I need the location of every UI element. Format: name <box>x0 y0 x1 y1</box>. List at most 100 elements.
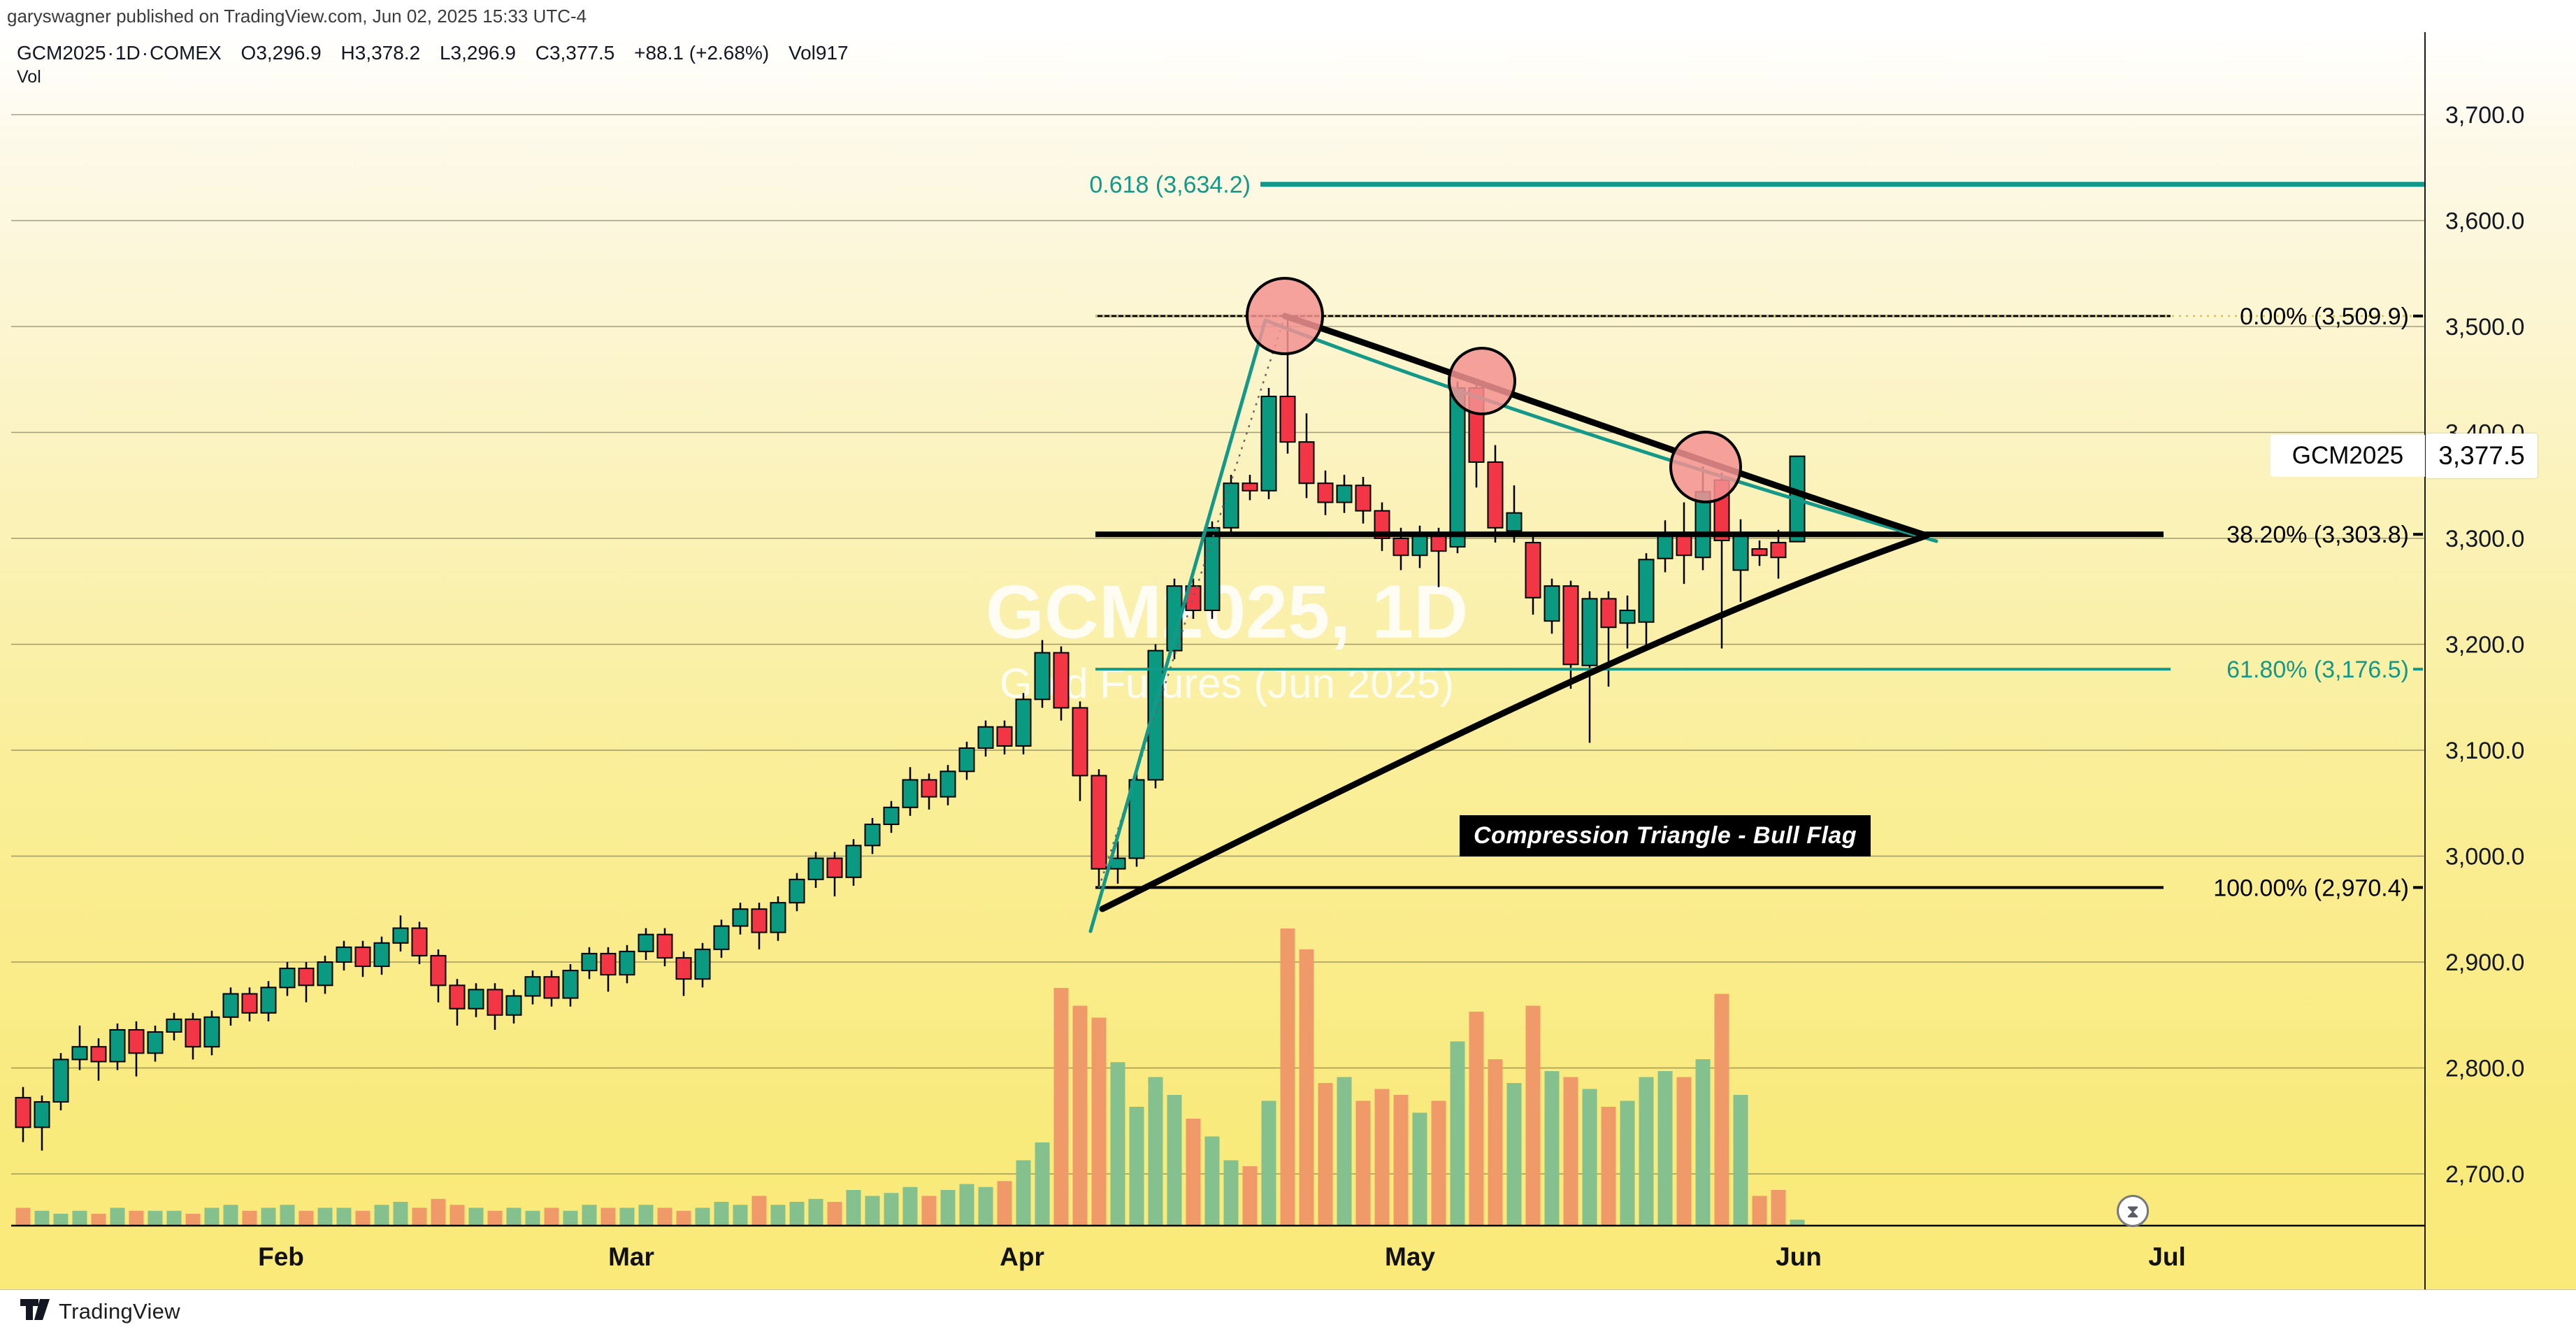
price-axis-label-2,800.0[interactable]: 2,800.0 <box>2445 1056 2524 1082</box>
candle-body[interactable] <box>411 927 428 956</box>
time-axis-label-Apr[interactable]: Apr <box>1000 1242 1044 1271</box>
candle-body[interactable] <box>902 779 919 808</box>
time-axis-label-May[interactable]: May <box>1385 1242 1435 1271</box>
price-axis-label-3,200.0[interactable]: 3,200.0 <box>2445 632 2524 659</box>
candle-body[interactable] <box>619 950 635 976</box>
candle-body[interactable] <box>638 933 654 952</box>
candle-body[interactable] <box>1638 559 1655 623</box>
candle-body[interactable] <box>260 987 277 1014</box>
candle-body[interactable] <box>826 857 843 878</box>
time-axis-label-Mar[interactable]: Mar <box>608 1242 654 1271</box>
candle-body[interactable] <box>241 993 258 1014</box>
candle-body[interactable] <box>1053 652 1070 709</box>
legend-interval[interactable]: 1D <box>115 42 141 64</box>
pennant-support-line[interactable] <box>1088 318 1267 933</box>
candle-body[interactable] <box>1619 610 1636 624</box>
candle-body[interactable] <box>392 927 409 944</box>
candle-body[interactable] <box>807 857 824 880</box>
candle-body[interactable] <box>1204 526 1221 612</box>
triangle-resistance-line[interactable] <box>1281 313 1930 539</box>
candle-body[interactable] <box>468 989 484 1010</box>
candle-body[interactable] <box>713 925 730 950</box>
candle-body[interactable] <box>1751 548 1768 557</box>
time-axis-label-Feb[interactable]: Feb <box>258 1242 304 1271</box>
price-axis-label-2,900.0[interactable]: 2,900.0 <box>2445 949 2524 976</box>
candle-body[interactable] <box>1487 461 1504 529</box>
candle-body[interactable] <box>1242 482 1258 492</box>
candle-body[interactable] <box>34 1100 50 1128</box>
candle-body[interactable] <box>279 968 296 989</box>
legend-symbol[interactable]: GCM2025 <box>17 42 106 64</box>
candle-body[interactable] <box>222 993 239 1018</box>
candle-body[interactable] <box>694 948 711 980</box>
volume-pane-legend[interactable]: Vol <box>17 67 41 87</box>
candle-body[interactable] <box>487 989 503 1016</box>
candle-body[interactable] <box>1411 535 1428 557</box>
candle-body[interactable] <box>1657 533 1674 559</box>
candle-body[interactable] <box>1034 652 1051 701</box>
candle-body[interactable] <box>958 747 975 773</box>
candle-body[interactable] <box>298 968 315 987</box>
time-axis-label-Jun[interactable]: Jun <box>1776 1242 1822 1271</box>
candle-body[interactable] <box>1374 510 1390 539</box>
candle-body[interactable] <box>864 824 881 847</box>
fib-label[interactable]: 100.00% (2,970.4) <box>2213 875 2409 901</box>
bull-flag-annotation-label[interactable]: Compression Triangle - Bull Flag <box>1460 815 1871 856</box>
candle-body[interactable] <box>600 952 617 976</box>
candle-body[interactable] <box>1260 395 1277 492</box>
candle-body[interactable] <box>977 726 994 749</box>
candle-body[interactable] <box>1355 485 1372 512</box>
price-axis-label-3,500.0[interactable]: 3,500.0 <box>2445 314 2524 340</box>
candle-body[interactable] <box>1732 535 1749 571</box>
candle-body[interactable] <box>581 952 598 972</box>
price-axis-label-3,000.0[interactable]: 3,000.0 <box>2445 844 2524 870</box>
candle-body[interactable] <box>373 942 390 968</box>
candle-body[interactable] <box>921 779 937 798</box>
candle-body[interactable] <box>166 1018 182 1033</box>
candle-body[interactable] <box>52 1059 69 1103</box>
price-axis-label-3,300.0[interactable]: 3,300.0 <box>2445 526 2524 552</box>
lower-high-2-circle[interactable] <box>1448 347 1516 415</box>
lower-high-1-circle[interactable] <box>1246 277 1324 355</box>
candle-body[interactable] <box>770 902 786 933</box>
price-axis-label-3,700.0[interactable]: 3,700.0 <box>2445 102 2524 129</box>
triangle-support-line[interactable] <box>1099 532 1930 912</box>
pennant-resistance-line[interactable] <box>1263 318 1938 543</box>
candle-body[interactable] <box>1562 585 1579 666</box>
candle-body[interactable] <box>675 956 692 980</box>
candle-body[interactable] <box>1449 387 1466 548</box>
symbol-legend[interactable]: GCM2025·1D·COMEX O3,296.9 H3,378.2 L3,29… <box>17 42 863 64</box>
candle-body[interactable] <box>354 946 371 968</box>
candle-body[interactable] <box>562 970 579 999</box>
candle-body[interactable] <box>1128 779 1145 859</box>
fib-label[interactable]: 38.20% (3,303.8) <box>2226 522 2409 548</box>
candle-body[interactable] <box>1393 538 1409 557</box>
candle-body[interactable] <box>90 1046 107 1063</box>
candle-body[interactable] <box>1317 482 1334 503</box>
tradingview-logo[interactable]: TradingView <box>20 1298 180 1326</box>
candle-body[interactable] <box>1506 512 1523 532</box>
candle-body[interactable] <box>1072 707 1088 777</box>
candle-body[interactable] <box>128 1028 145 1054</box>
candle-body[interactable] <box>185 1018 201 1048</box>
candle-body[interactable] <box>317 961 333 987</box>
candle-body[interactable] <box>147 1031 164 1054</box>
price-axis-label-2,700.0[interactable]: 2,700.0 <box>2445 1161 2524 1188</box>
candle-body[interactable] <box>71 1046 88 1061</box>
candle-body[interactable] <box>203 1016 220 1048</box>
candle-body[interactable] <box>505 995 522 1016</box>
candle-body[interactable] <box>524 976 541 997</box>
candle-body[interactable] <box>336 946 352 963</box>
fib-label[interactable]: 61.80% (3,176.5) <box>2226 657 2409 683</box>
candle-body[interactable] <box>449 984 466 1010</box>
candle-body[interactable] <box>1298 441 1315 485</box>
session-countdown-hourglass-icon[interactable]: ⧗ <box>2117 1195 2149 1227</box>
candle-body[interactable] <box>1676 533 1692 557</box>
fib-label[interactable]: 0.618 (3,634.2) <box>1089 172 1251 199</box>
candle-body[interactable] <box>1600 598 1617 629</box>
price-axis-label-3,600.0[interactable]: 3,600.0 <box>2445 208 2524 235</box>
candle-body[interactable] <box>1525 542 1541 598</box>
candle-body[interactable] <box>789 878 805 904</box>
candle-body[interactable] <box>1223 482 1239 529</box>
